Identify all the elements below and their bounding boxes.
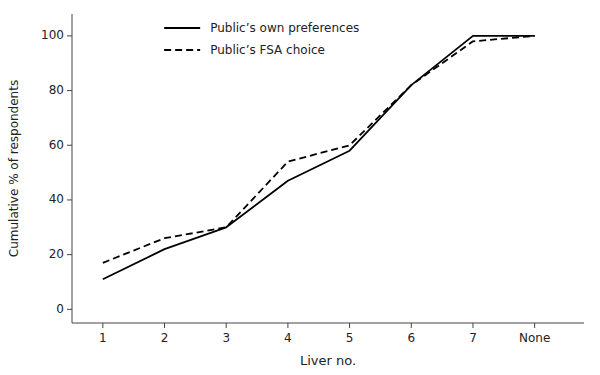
y-tick-label: 100 bbox=[41, 28, 64, 42]
y-tick bbox=[67, 145, 72, 146]
series-line bbox=[103, 36, 535, 263]
x-tick-label: 2 bbox=[161, 331, 169, 345]
x-tick bbox=[472, 323, 473, 328]
background bbox=[0, 0, 600, 375]
x-tick bbox=[411, 323, 412, 328]
y-tick bbox=[67, 35, 72, 36]
x-tick bbox=[226, 323, 227, 328]
legend: Public’s own preferences Public’s FSA cho… bbox=[164, 21, 359, 57]
y-tick bbox=[67, 309, 72, 310]
x-tick-label: 1 bbox=[99, 331, 107, 345]
plot-area bbox=[103, 36, 535, 279]
y-tick-label: 0 bbox=[56, 302, 64, 316]
x-tick-label: 3 bbox=[222, 331, 230, 345]
y-axis-line bbox=[72, 14, 73, 323]
x-tick bbox=[534, 323, 535, 328]
x-tick-label: 6 bbox=[407, 331, 415, 345]
legend-swatch bbox=[164, 27, 200, 29]
y-tick-label: 80 bbox=[49, 83, 64, 97]
x-tick bbox=[164, 323, 165, 328]
x-tick-label: None bbox=[519, 331, 550, 345]
legend-item: Public’s FSA choice bbox=[164, 43, 325, 57]
x-tick-label: 7 bbox=[469, 331, 477, 345]
x-tick bbox=[102, 323, 103, 328]
y-axis-label: Cumulative % of respondents bbox=[7, 80, 21, 257]
axes: 0 20 40 60 80 100 1 2 3 4 5 6 7 None bbox=[41, 14, 584, 345]
legend-item: Public’s own preferences bbox=[164, 21, 359, 35]
x-tick bbox=[349, 323, 350, 328]
legend-swatch bbox=[164, 49, 200, 51]
y-tick bbox=[67, 254, 72, 255]
series-line bbox=[103, 36, 535, 279]
x-axis-label: Liver no. bbox=[300, 353, 356, 368]
y-tick-label: 20 bbox=[49, 247, 64, 261]
x-axis-line bbox=[72, 323, 584, 324]
y-tick bbox=[67, 199, 72, 200]
x-tick bbox=[287, 323, 288, 328]
y-tick-label: 60 bbox=[49, 138, 64, 152]
y-tick-label: 40 bbox=[49, 192, 64, 206]
y-tick bbox=[67, 90, 72, 91]
x-tick-label: 5 bbox=[346, 331, 354, 345]
legend-label: Public’s own preferences bbox=[210, 21, 359, 35]
legend-label: Public’s FSA choice bbox=[210, 43, 325, 57]
chart-container: 0 20 40 60 80 100 1 2 3 4 5 6 7 None Liver no. Cumulati… bbox=[0, 0, 600, 375]
chart: 0 20 40 60 80 100 1 2 3 4 5 6 7 None Liver no. Cumulati… bbox=[0, 0, 600, 375]
x-tick-label: 4 bbox=[284, 331, 292, 345]
